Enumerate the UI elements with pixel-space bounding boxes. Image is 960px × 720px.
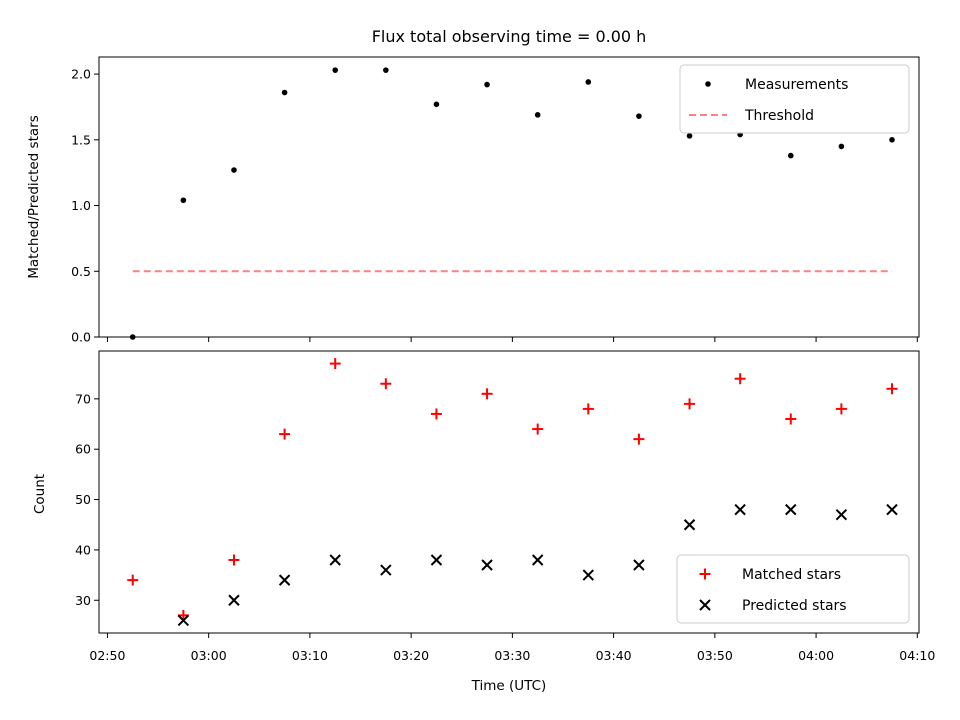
predicted-stars-point-b	[177, 614, 190, 627]
bottom-y-axis-label: Count	[32, 474, 48, 514]
matched-stars-point	[582, 403, 594, 415]
matched-stars-point	[633, 433, 645, 445]
measurements-point	[787, 152, 794, 159]
measurements-point	[534, 112, 541, 118]
predicted-stars-legend-swatch-b	[699, 599, 711, 611]
measurements-point	[332, 67, 339, 73]
predicted-stars-point-b	[481, 559, 493, 571]
predicted-stars-legend-label: Predicted stars	[742, 598, 847, 614]
predicted-stars-point-b	[734, 503, 746, 516]
measurements-point	[433, 101, 440, 108]
predicted-stars-point	[177, 614, 190, 627]
predicted-stars-point	[531, 554, 544, 566]
predicted-stars-point	[633, 559, 645, 571]
predicted-stars-point-b	[380, 564, 392, 576]
matched-stars-point	[329, 358, 341, 370]
top-y-axis-label: Matched/Predicted stars	[26, 115, 42, 278]
measurements-point	[585, 79, 592, 85]
threshold-legend-label: Threshold	[744, 108, 814, 124]
top-y-tick-label: 2.0	[71, 67, 91, 82]
predicted-stars-point-b	[886, 503, 898, 516]
predicted-stars-point-b	[430, 554, 443, 566]
predicted-stars-point	[835, 508, 848, 521]
bottom-y-tick-label: 30	[75, 593, 91, 608]
measurements-legend-swatch	[705, 81, 711, 87]
bottom-y-tick-label: 40	[75, 542, 91, 557]
x-tick-label: 03:20	[393, 648, 429, 663]
bottom-y-tick-label: 50	[75, 492, 91, 507]
x-axis-label: Time (UTC)	[471, 678, 547, 694]
matched-stars-point	[228, 554, 240, 566]
matched-stars-point	[380, 378, 392, 390]
top-y-tick-label: 1.0	[71, 198, 91, 213]
matched-stars-point	[835, 403, 847, 415]
measurements-point	[484, 81, 490, 88]
measurements-point	[838, 143, 845, 150]
predicted-stars-point	[683, 519, 696, 531]
x-tick-label: 04:00	[798, 648, 834, 663]
x-tick-label: 02:50	[89, 648, 125, 663]
top-y-tick-label: 1.5	[71, 132, 91, 147]
chart-title: Flux total observing time = 0.00 h	[372, 27, 647, 46]
predicted-stars-point	[278, 574, 291, 586]
predicted-stars-point	[886, 503, 898, 516]
predicted-stars-point	[734, 503, 746, 516]
matched-stars-point	[532, 423, 544, 435]
top-y-tick-label: 0.0	[71, 330, 91, 345]
x-tick-label: 04:10	[899, 648, 935, 663]
predicted-stars-point	[481, 559, 493, 571]
top-legend-box	[679, 64, 910, 134]
predicted-stars-point-b	[785, 503, 797, 516]
bottom-legend-box	[676, 554, 910, 624]
measurements-point	[281, 89, 288, 96]
x-tick-label: 03:10	[292, 648, 328, 663]
predicted-stars-point-b	[633, 559, 645, 571]
measurements-point	[231, 167, 237, 173]
matched-stars-point	[684, 398, 696, 410]
predicted-stars-point	[430, 554, 443, 566]
matched-stars-point	[430, 408, 442, 420]
matched-stars-point	[279, 428, 291, 440]
matched-stars-point	[481, 388, 493, 400]
bottom-axes-frame	[98, 350, 920, 634]
predicted-stars-point-b	[531, 554, 544, 566]
top-y-tick-label: 0.5	[71, 264, 91, 279]
predicted-stars-point-b	[278, 574, 291, 586]
x-tick-label: 03:30	[494, 648, 530, 663]
x-tick-label: 03:40	[596, 648, 632, 663]
predicted-stars-point	[582, 569, 595, 581]
measurements-point	[383, 67, 389, 73]
top-legend: Measurements Threshold	[679, 64, 910, 134]
measurements-point	[686, 133, 693, 139]
matched-stars-point	[127, 574, 139, 586]
predicted-stars-legend-swatch	[699, 599, 711, 611]
predicted-stars-point-b	[582, 569, 595, 581]
bottom-legend: Matched stars Predicted stars	[676, 554, 910, 624]
predicted-stars-point-b	[835, 508, 848, 521]
matched-stars-legend-swatch	[699, 568, 711, 580]
predicted-stars-point	[785, 503, 797, 516]
predicted-stars-point-b	[329, 554, 341, 566]
top-axes-frame	[98, 56, 920, 338]
predicted-stars-point-b	[683, 519, 696, 531]
matched-stars-point	[734, 373, 746, 385]
x-tick-label: 03:50	[697, 648, 733, 663]
measurements-point	[889, 137, 895, 143]
matched-stars-legend-label: Matched stars	[742, 567, 841, 583]
predicted-stars-point	[228, 594, 240, 606]
measurements-point	[180, 197, 187, 204]
bottom-y-tick-label: 60	[75, 442, 91, 457]
plot-layer: 0.0 0.5 1.0 1.5 2.0 Measurements Threshold 30 40…	[71, 56, 935, 663]
predicted-stars-point-b	[228, 594, 240, 606]
bottom-y-tick-label: 70	[75, 391, 91, 406]
matched-stars-point	[886, 383, 898, 395]
predicted-stars-point	[329, 554, 341, 566]
predicted-stars-point	[380, 564, 392, 576]
x-tick-label: 03:00	[191, 648, 227, 663]
measurements-legend-label: Measurements	[745, 77, 848, 93]
measurements-point	[636, 113, 642, 119]
matched-stars-point	[785, 413, 797, 425]
